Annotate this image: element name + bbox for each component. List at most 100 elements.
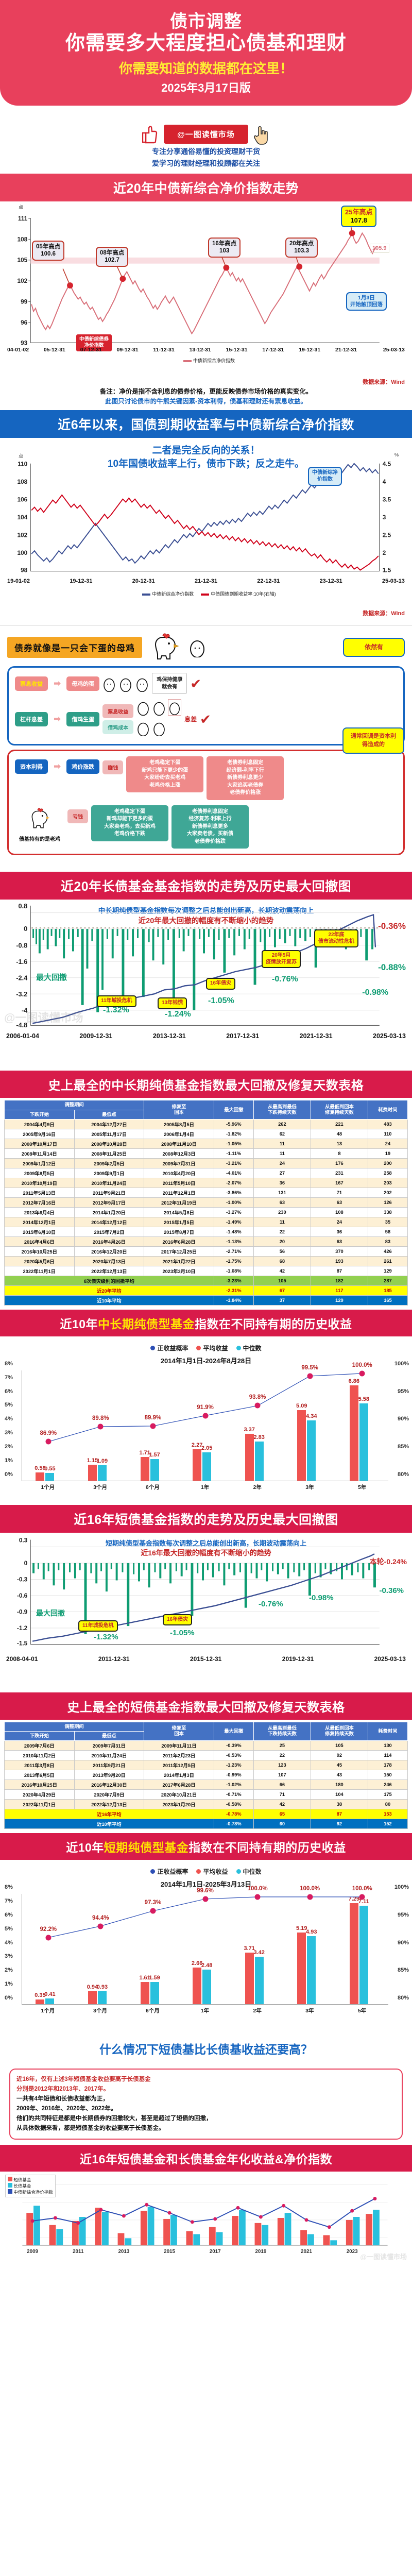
probability-dot (150, 1423, 156, 1429)
chart-3-tag-2013: 13年钱慌 (158, 997, 187, 1009)
legend-item: 中债新综合净价指数 (183, 357, 235, 364)
chart-6-legend: 正收益概率 平均收益 中位数 (0, 1865, 412, 1876)
table-cell: 2008年10月28日 (74, 1138, 145, 1149)
table-cell: 36 (310, 1226, 368, 1237)
chart-4-range: 2014年1月1日-2024年8月28日 (160, 1357, 252, 1365)
table-cell: 2022年12月13日 (74, 1799, 145, 1810)
bar-value-label: 4.34 (306, 1413, 317, 1420)
summary-cell: -0.78% (213, 1819, 254, 1829)
svg-text:96: 96 (21, 319, 28, 326)
th-recovery: 修复至 回本 (144, 1721, 214, 1741)
bar-group: 5.09 4.34 (296, 1403, 317, 1481)
bar-value-label: 1.57 (149, 1451, 160, 1458)
bar-average: 2.66 (192, 1960, 202, 2005)
table-row: 2020年5月6日 2020年7月13日 2021年1月22日 -1.75% 68 193… (4, 1256, 408, 1266)
summary-cell: 37 (253, 1295, 311, 1306)
chart-1-drop-note: 1月3日 开始触顶回落 (346, 292, 387, 311)
summary-cell: -2.31% (213, 1285, 254, 1296)
chart-5-headline-1: 短期纯债型基金指数每次调整之后总能创出新高，长期波动震荡向上 (105, 1539, 306, 1547)
table-cell: 176 (310, 1158, 368, 1168)
insight-line-6: 从具体数据来看，都是短债基金的收益要高于长债基金。 (16, 2125, 165, 2131)
table-cell: 2016年10月25日 (4, 1780, 75, 1790)
table-cell: -1.48% (213, 1226, 254, 1237)
table-cell: 2020年10月21日 (144, 1789, 214, 1800)
th-maxdd: 最大回撤 (213, 1100, 254, 1120)
probability-dot (254, 1894, 261, 1900)
table-row: 2009年7月6日 2009年7月31日 2009年11月11日 -0.39% 25 10… (4, 1740, 408, 1751)
bar-group: 1.15 1.09 (87, 1458, 108, 1481)
table-cell: 131 (253, 1187, 311, 1198)
y-axis-tick: 7% (5, 1374, 13, 1381)
table-cell: 338 (367, 1207, 408, 1217)
table-cell: 2016年4月6日 (4, 1236, 75, 1247)
table-cell: 8 (310, 1148, 368, 1159)
health-note: 鸡保持健康 就会有 (152, 673, 187, 694)
svg-text:110: 110 (18, 461, 27, 468)
table-cell: 2009年7月31日 (144, 1158, 214, 1168)
chart-1-callout-2016: 16年高点 103 (208, 237, 241, 258)
table-cell: 2011年9月21日 (74, 1187, 145, 1198)
table-cell: 180 (310, 1780, 368, 1790)
svg-text:-1.5: -1.5 (17, 1639, 28, 1647)
bar-value-label: 7.29 (348, 1896, 360, 1903)
x-axis-tick: 3个月 (93, 2008, 107, 2014)
table-cell: -1.75% (213, 1256, 254, 1266)
th-total-days: 耗费时间 (367, 1721, 408, 1741)
th-days-down: 从最高到最低 下跌持续天数 (253, 1100, 311, 1120)
table-row: 2022年11月1日 2022年12月13日 2023年3月10日 -1.08% 42 8… (4, 1265, 408, 1276)
chart-3-right-value-2: -0.88% (378, 962, 406, 973)
svg-text:0.3: 0.3 (19, 1536, 28, 1544)
pointing-hand-icon (252, 124, 270, 145)
page-title: 债市调整 你需要多大程度担心债基和理财 (10, 11, 402, 55)
egg-icon (138, 702, 149, 716)
table-cell: -0.39% (213, 1740, 254, 1751)
table-cell: 261 (367, 1256, 408, 1266)
table-row: 2016年10月25日 2016年12月20日 2017年12月25日 -2.71% 5… (4, 1246, 408, 1257)
bar-group: 3.37 2.83 (244, 1427, 265, 1481)
table-cell: 63 (253, 1197, 311, 1208)
chart-5-wrapper: 短期纯债型基金指数每次调整之后总能创出新高，长期波动震荡向上 近16年最大回撤的… (0, 1533, 412, 1687)
probability-dot (359, 1894, 365, 1900)
summary-cell: 67 (253, 1285, 311, 1296)
probability-label: 86.9% (40, 1430, 57, 1437)
y-axis-tick: 3% (5, 1953, 13, 1960)
svg-text:111: 111 (18, 215, 28, 222)
table-cell: 105 (310, 1740, 368, 1751)
y-axis-tick-right: 95% (397, 1388, 409, 1395)
y-axis-tick: 5% (5, 1925, 13, 1932)
chart-1-callout-2008: 08年高点 102.7 (96, 246, 129, 267)
chart-3-wrapper: 中长期纯债型基金指数每次调整之后总能创出新高，长期波动震荡向上 近20年最大回撤… (0, 900, 412, 1064)
chart-4-x-axis: 1个月 3个月 6个月 1年 2年 3年 5年 (22, 1481, 388, 1490)
table-cell: 2008年10月17日 (4, 1138, 75, 1149)
egg-icon (190, 640, 204, 658)
svg-text:105: 105 (18, 257, 28, 264)
table-cell: -4.01% (213, 1167, 254, 1178)
y-axis-tick-right: 100% (394, 1884, 409, 1891)
x-axis-tick: 5年 (357, 1484, 367, 1490)
x-axis-tick: 6个月 (145, 2008, 160, 2014)
brand-tagline-1: 专注分享通俗易懂的投资理财干货 (152, 147, 260, 156)
table-cell: 2009年11月11日 (144, 1740, 214, 1751)
chart-1-current-value: 105.9 (370, 243, 389, 253)
summary-cell: -3.23% (213, 1275, 254, 1286)
table-cell: 2008年11月10日 (144, 1138, 214, 1149)
probability-line (22, 1893, 388, 2004)
brand-handle[interactable]: @一图读懂市场 (164, 125, 248, 144)
table-row: 2020年4月29日 2020年7月9日 2020年10月21日 -0.71% 71 10… (4, 1789, 408, 1800)
table-cell: 2012年7月16日 (4, 1197, 75, 1208)
chart-7-legend: 短债基金 长债基金 中债新综合净价指数 (5, 2174, 56, 2198)
table-summary-row: 8次债灾级别的回撤平均 -3.23% 105 182 287 (4, 1275, 408, 1286)
y-axis-tick: 1% (5, 1457, 13, 1464)
table-row: 2013年6月5日 2013年9月20日 2014年1月3日 -0.99% 107 43 1… (4, 1770, 408, 1781)
table-cell: 13 (310, 1138, 368, 1149)
bar-average: 5.19 (296, 1925, 307, 2005)
table-summary-row: 近16年平均 -0.78% 65 87 153 (4, 1809, 408, 1820)
bar-median: 0.41 (44, 1991, 56, 2005)
th-period: 调整期间 (4, 1721, 145, 1732)
bar-group: 5.19 4.93 (296, 1925, 317, 2005)
brand-block: @一图读懂市场 专注分享通俗易懂的投资理财干货 爱学习的理财经理和投顾都在关注 (0, 106, 412, 174)
illustration-speech-2: 通常回调是资本利得造成的 (342, 727, 404, 754)
table-cell: 27 (253, 1167, 311, 1178)
table-cell: -2.71% (213, 1246, 254, 1257)
table-2-banner: 史上最全的短债基金指数最大回撤及修复天数表格 (0, 1692, 412, 1720)
